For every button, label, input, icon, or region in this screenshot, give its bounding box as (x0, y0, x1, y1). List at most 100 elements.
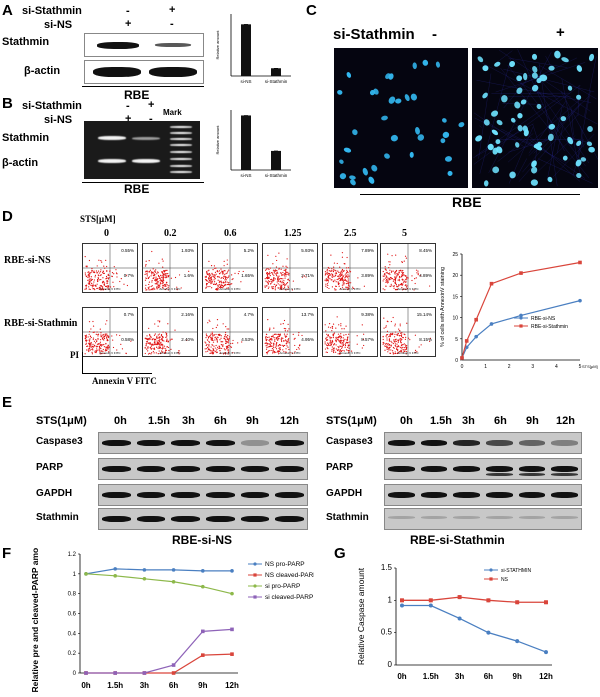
y-tick-label: 0 (73, 671, 77, 677)
panel-c-title: si-Stathmin (333, 26, 415, 43)
panel-e-time-4: 9h (246, 415, 259, 427)
data-point (230, 627, 234, 632)
panel-e-row-stathmin: Stathmin (326, 512, 369, 523)
series-line (461, 261, 581, 359)
facs-axis-label: Annexin V FITC (159, 351, 181, 355)
panel-d-row1-label: RBE-si-NS (4, 255, 51, 266)
panel-d-conc-5: 5 (402, 228, 407, 239)
y-axis-label: Relative Caspase amount (356, 567, 366, 665)
x-category-label: 3h (140, 681, 149, 690)
panel-e-time-4: 9h (526, 415, 539, 427)
data-point (515, 600, 520, 605)
data-point (489, 322, 494, 326)
panel-a-mark-1a: - (126, 5, 130, 17)
panel-e-blot (384, 508, 582, 530)
y-tick-label: 0.5 (381, 628, 393, 637)
panel-c-minus: - (432, 26, 437, 43)
panel-e-row-caspase3: Caspase3 (326, 436, 373, 447)
facs-pct-lower: 2.71% (301, 273, 314, 278)
data-point (460, 356, 464, 360)
panel-b-mark-1b: + (125, 113, 132, 125)
facs-plot: 15.14% 8.15% Annexin V FITC (380, 307, 436, 357)
x-category-label: 9h (513, 672, 522, 681)
data-point (171, 568, 176, 572)
panel-b-bar-chart: Relative amount si-NS si-Stathmin (215, 110, 291, 178)
panel-a-row-stathmin: Stathmin (2, 36, 50, 48)
legend-entry: RBE-si-NS (531, 316, 556, 322)
panel-d-conc-1: 0.2 (164, 228, 177, 239)
series-line (402, 604, 547, 653)
x-tick-label: 2 (508, 364, 511, 370)
facs-plot: 5.2% 1.65% Annexin V FITC (202, 243, 258, 293)
data-point (400, 598, 404, 603)
facs-plot: 1.93% 1.6% Annexin V FITC (142, 243, 198, 293)
panel-e-time-1: 1.5h (148, 415, 171, 427)
data-point (113, 574, 117, 578)
panel-c-plus: + (556, 24, 565, 41)
panel-g-letter: G (334, 545, 346, 562)
data-point (84, 572, 88, 576)
facs-pct-lower: 1.65% (241, 273, 254, 278)
data-point (201, 584, 205, 589)
y-tick-label: 0 (455, 358, 458, 364)
panel-e-time-1: 1.5h (430, 415, 453, 427)
data-point (519, 313, 523, 318)
x-tick-label: 4 (555, 364, 558, 370)
facs-pct-upper: 8.45% (419, 248, 432, 253)
bar-si-NS (241, 115, 251, 170)
panel-e-time-3: 6h (214, 415, 227, 427)
facs-pct-upper: 4.7% (244, 312, 254, 317)
facs-pct-upper: 5.93% (301, 248, 314, 253)
panel-d-letter: D (2, 208, 13, 225)
facs-pct-upper: 0.7% (124, 312, 134, 317)
bar-category-label: si-NS (241, 173, 252, 178)
x-tick-label: 0 (461, 364, 464, 370)
facs-pct-upper: 9.38% (361, 312, 374, 317)
bar-category-label: si-Stathmin (265, 79, 288, 84)
x-tick-label: 5 (579, 364, 582, 370)
panel-a-mark-2b: - (170, 18, 174, 30)
x-axis-label: STS[μM] (582, 364, 598, 369)
x-category-label: 9h (198, 681, 207, 690)
data-point (400, 603, 404, 608)
panel-a-row-actin: β-actin (24, 65, 61, 77)
data-point (486, 630, 491, 635)
series-line (85, 568, 232, 575)
panel-f-letter: F (2, 545, 12, 562)
panel-b-mark-1a: - (126, 100, 130, 112)
panel-e-row-parp: PARP (326, 462, 354, 473)
x-category-label: 3h (455, 672, 464, 681)
panel-e-row-parp: PARP (36, 462, 64, 473)
y-tick-label: 5 (455, 337, 458, 343)
y-tick-label: 1.2 (68, 552, 77, 558)
panel-e-blot (384, 484, 582, 506)
legend-entry: NS (501, 577, 509, 583)
panel-b-row-stathmin: Stathmin (2, 132, 50, 144)
panel-e-time-0: 0h (114, 415, 127, 427)
x-category-label: 12h (225, 681, 239, 690)
data-point (428, 598, 433, 603)
facs-pct-lower: 1.6% (184, 273, 194, 278)
bar-si-NS (241, 24, 251, 76)
x-category-label: 1.5h (423, 672, 439, 681)
facs-pct-lower: 8.57% (361, 337, 374, 342)
facs-plot: 8.45% 4.89% Annexin V FITC (380, 243, 436, 293)
facs-pct-upper: 2.16% (181, 312, 194, 317)
legend-entry: si cleaved-PARP (265, 594, 313, 601)
panel-e-time-5: 12h (556, 415, 575, 427)
facs-plot: 7.89% 3.89% Annexin V FITC (322, 243, 378, 293)
panel-b-mark-label: Mark (163, 108, 182, 117)
panel-a-mark-1b: + (125, 18, 132, 30)
y-tick-label: 0.4 (68, 631, 77, 637)
facs-axis-label: Annexin V FITC (279, 351, 301, 355)
panel-e-row-caspase3: Caspase3 (36, 436, 83, 447)
y-tick-label: 0 (388, 660, 393, 669)
y-tick-label: 0.2 (68, 651, 77, 657)
panel-d-conc-0: 0 (104, 228, 109, 239)
panel-f-line-chart: 0 0.2 0.4 0.6 0.8 1 1.2 0h 1.5h 3h 6h 9h 12h Relative… (30, 548, 314, 692)
facs-pct-upper: 1.93% (181, 248, 194, 253)
facs-pct-upper: 0.55% (121, 248, 134, 253)
data-point (474, 317, 478, 322)
series-line (402, 596, 546, 603)
